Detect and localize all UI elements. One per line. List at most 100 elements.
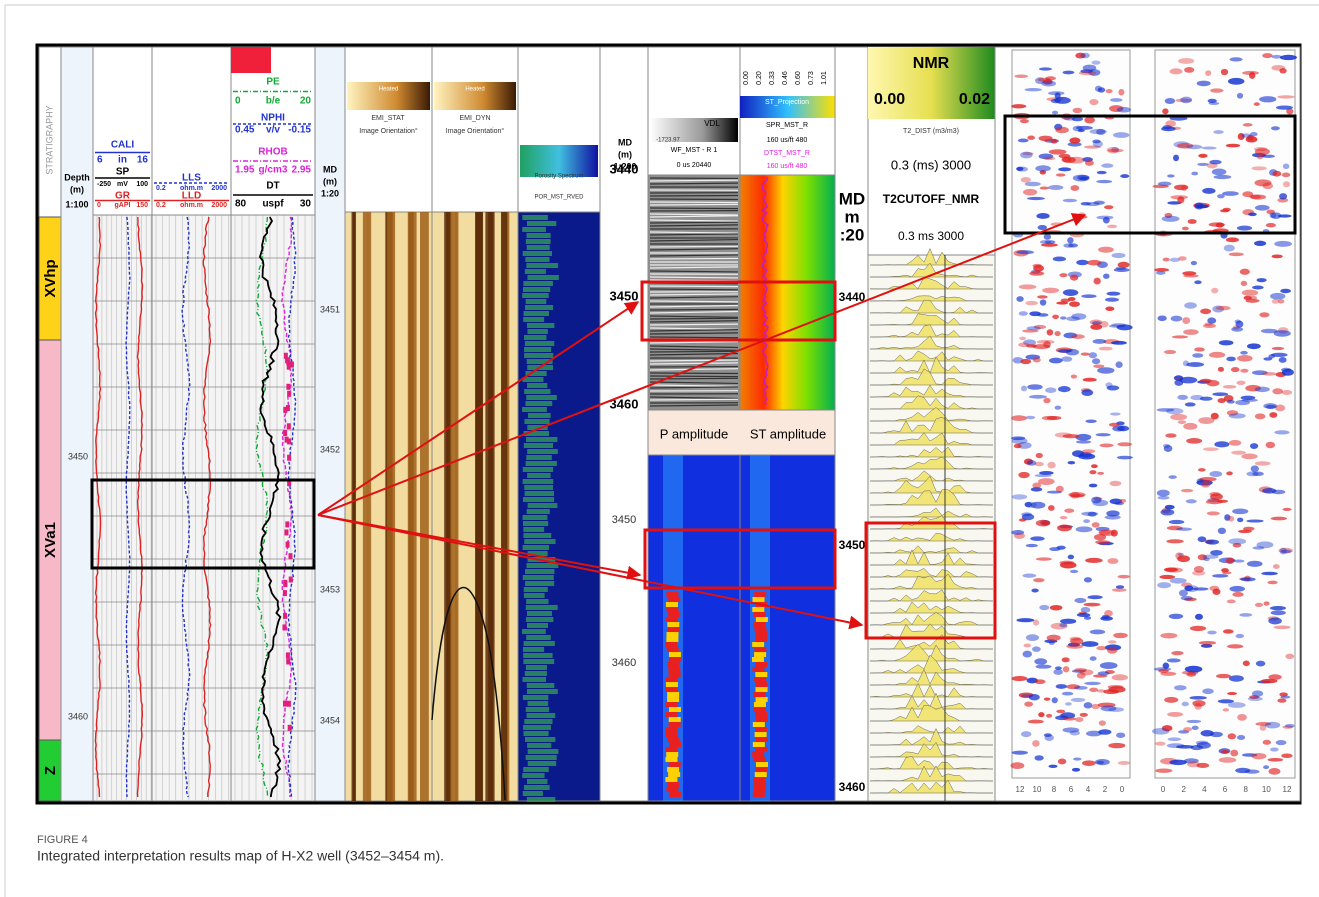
seismic-event	[1064, 508, 1074, 512]
seismic-event	[1052, 111, 1058, 115]
seismic-event	[1088, 512, 1097, 517]
spectrum-cell	[523, 497, 554, 502]
spectrum-cell	[523, 659, 554, 664]
seismic-event	[1247, 561, 1263, 567]
seismic-event	[1027, 384, 1042, 390]
seismic-event	[1276, 740, 1287, 745]
seismic-event	[1034, 679, 1045, 684]
label: (m)	[618, 149, 632, 159]
seismic-event	[1059, 623, 1067, 627]
seismic-event	[1169, 520, 1185, 524]
seismic-event	[1038, 712, 1044, 717]
seismic-event	[1093, 141, 1103, 148]
log-fill	[286, 542, 290, 548]
amp-cell	[752, 667, 764, 672]
seismic-event	[1081, 607, 1091, 613]
label: EMI_DYN	[459, 115, 490, 122]
spectrum-cell	[522, 773, 544, 778]
seismic-event	[1164, 697, 1178, 703]
seismic-event	[1283, 181, 1290, 187]
seismic-event	[1171, 316, 1183, 322]
label: 2	[1103, 785, 1108, 794]
label: POR_MST_RVED	[535, 195, 585, 201]
seismic-event	[1192, 726, 1199, 730]
seismic-event	[1282, 369, 1294, 376]
seismic-event	[1078, 453, 1095, 459]
spectrum-cell	[526, 599, 548, 604]
seismic-event	[1170, 414, 1187, 420]
seismic-event	[1023, 189, 1037, 196]
seismic-event	[1049, 641, 1055, 645]
label: PE	[266, 77, 280, 88]
seismic-event	[1117, 456, 1133, 460]
label: mV	[117, 181, 128, 188]
seismic-event	[1229, 253, 1244, 257]
seismic-event	[1240, 577, 1255, 581]
seismic-event	[1025, 502, 1036, 508]
seismic-event	[1055, 127, 1069, 133]
label: 2	[1181, 785, 1186, 794]
seismic-event	[1155, 769, 1172, 773]
seismic-event	[1058, 167, 1071, 171]
seismic-event	[1052, 697, 1058, 703]
seismic-event	[1250, 132, 1258, 136]
spectrum-cell	[527, 611, 552, 616]
seismic-event	[1209, 102, 1220, 105]
seismic-event	[1240, 269, 1250, 275]
seismic-event	[1257, 541, 1274, 548]
spectrum-cell	[526, 617, 553, 622]
seismic-event	[1108, 640, 1116, 643]
seismic-event	[1170, 68, 1183, 74]
seismic-event	[1274, 625, 1291, 629]
seismic-event	[1228, 702, 1246, 708]
seismic-event	[1070, 274, 1078, 280]
seismic-event	[1074, 686, 1088, 690]
spectrum-cell	[522, 407, 547, 412]
seismic-event	[1162, 108, 1168, 114]
amp-cell	[755, 682, 767, 687]
seismic-event	[1095, 759, 1110, 765]
amp-cell	[668, 772, 680, 777]
label: 6	[1223, 785, 1228, 794]
seismic-event	[1025, 301, 1038, 305]
log-fill	[288, 725, 292, 731]
proj-tick: 0.33	[769, 71, 776, 85]
label: 4	[1202, 785, 1207, 794]
spectrum-cell	[528, 413, 551, 418]
spectrum-cell	[526, 455, 551, 460]
seismic-event	[1021, 731, 1031, 737]
seismic-event	[1083, 378, 1097, 382]
seismic-event	[1199, 641, 1216, 645]
amp-cell	[669, 672, 681, 677]
seismic-event	[1272, 490, 1286, 494]
seismic-event	[1026, 634, 1039, 641]
label: v/v	[266, 125, 280, 136]
seismic-event	[1027, 326, 1041, 330]
label: NMR	[913, 55, 950, 72]
log-fill	[287, 701, 291, 707]
amp-cell	[665, 617, 677, 622]
label: ohm.m	[180, 202, 203, 209]
seismic-event	[1016, 250, 1034, 254]
seismic-event	[1205, 70, 1211, 76]
seismic-event	[1185, 585, 1198, 592]
seismic-event	[1107, 149, 1123, 153]
seismic-event	[1117, 107, 1131, 113]
seismic-event	[1050, 605, 1062, 610]
seismic-event	[1160, 633, 1177, 639]
waveform-stripe	[650, 258, 738, 259]
seismic-event	[1158, 182, 1172, 186]
seismic-event	[1251, 465, 1259, 472]
seismic-event	[1187, 720, 1202, 723]
seismic-event	[1222, 191, 1239, 196]
seismic-event	[1093, 365, 1104, 369]
spectrum-cell	[524, 311, 549, 316]
seismic-event	[1037, 295, 1048, 298]
label: WF_MST - R 1	[671, 147, 718, 154]
seismic-event	[1043, 398, 1050, 403]
label: 3440	[610, 161, 639, 176]
seismic-event	[1271, 610, 1286, 615]
label: (m)	[323, 176, 337, 186]
amp-cell	[669, 742, 681, 747]
label: 160 us/ft 480	[767, 163, 808, 170]
